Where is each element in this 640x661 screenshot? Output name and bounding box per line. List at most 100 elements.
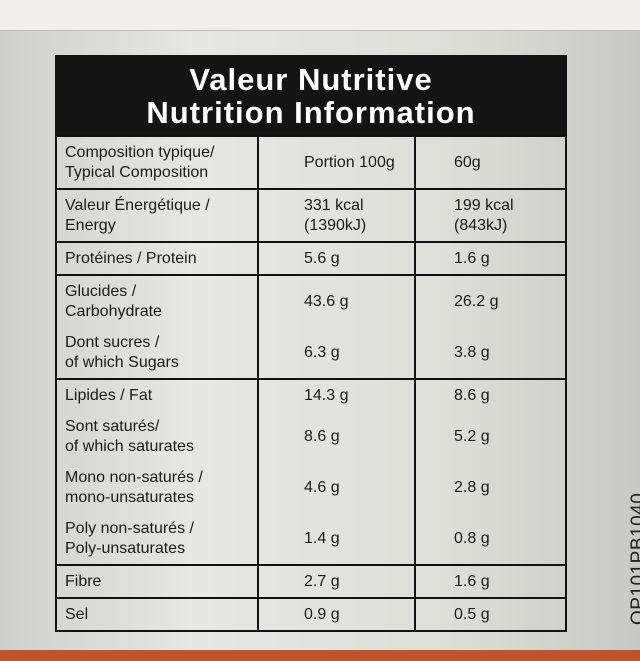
nutrient-value: 1.6 g: [414, 566, 565, 597]
text-line: 331 kcal: [304, 197, 364, 214]
nutrient-value: Portion 100g: [257, 137, 414, 188]
text-line: 8.6 g: [454, 387, 490, 404]
text-line: 4.6 g: [304, 479, 340, 496]
batch-code: OP101PB1040: [628, 492, 640, 625]
label-header: Valeur Nutritive Nutrition Information: [55, 55, 567, 135]
table-row: Dont sucres / of which Sugars 6.3 g 3.8 g: [57, 327, 565, 378]
text-line: Dont sucres /: [65, 334, 160, 351]
nutrient-value: 0.9 g: [257, 599, 414, 630]
nutrient-value: 14.3 g: [257, 380, 414, 411]
text-line: 1.6 g: [454, 250, 490, 267]
table-section: Composition typique/Typical Composition P…: [57, 135, 565, 188]
text-line: Poly non-saturés /: [65, 520, 194, 537]
nutrient-value: 0.5 g: [414, 599, 565, 630]
text-line: 60g: [454, 154, 481, 171]
text-line: Sel: [65, 606, 89, 623]
text-line: 5.2 g: [454, 428, 490, 445]
title-line: Valeur Nutritive: [189, 62, 433, 97]
nutrient-label: Composition typique/Typical Composition: [57, 137, 257, 188]
text-line: 43.6 g: [304, 293, 349, 310]
table-section: Lipides / Fat 14.3 g 8.6 g Sont saturés/of …: [57, 378, 565, 564]
nutrient-label: Glucides / Carbohydrate: [57, 276, 257, 327]
text-line: 0.5 g: [454, 606, 490, 623]
table-row: Glucides / Carbohydrate 43.6 g 26.2 g: [57, 276, 565, 327]
text-line: 8.6 g: [304, 428, 340, 445]
text-line: 2.8 g: [454, 479, 490, 496]
nutrient-value: 199 kcal (843kJ): [414, 190, 565, 241]
text-line: Portion 100g: [304, 154, 395, 171]
text-line: mono-unsaturates: [65, 489, 194, 506]
nutrient-value: 1.4 g: [257, 513, 414, 564]
text-line: Carbohydrate: [65, 303, 162, 320]
text-line: 2.7 g: [304, 573, 340, 590]
text-line: Protéines / Protein: [65, 250, 197, 267]
table-section: Fibre 2.7 g 1.6 g: [57, 564, 565, 597]
text-line: 0.8 g: [454, 530, 490, 547]
text-line: Composition typique/: [65, 144, 215, 161]
table-row: Mono non-saturés / mono-unsaturates 4.6 g 2…: [57, 462, 565, 513]
text-line: 1.4 g: [304, 530, 340, 547]
nutrient-value: 6.3 g: [257, 327, 414, 378]
text-line: (1390kJ): [304, 217, 367, 234]
text-line: 5.6 g: [304, 250, 340, 267]
text-line: 0.9 g: [304, 606, 340, 623]
table-row: Protéines / Protein 5.6 g 1.6 g: [57, 243, 565, 274]
nutrient-label: Poly non-saturés / Poly-unsaturates: [57, 513, 257, 564]
table-section: Protéines / Protein 5.6 g 1.6 g: [57, 241, 565, 274]
text-line: Fibre: [65, 573, 102, 590]
package-edge: [0, 650, 640, 661]
text-line: 3.8 g: [454, 344, 490, 361]
text-line: Mono non-saturés /: [65, 469, 203, 486]
text-line: Poly-unsaturates: [65, 540, 186, 557]
nutrient-label: Dont sucres / of which Sugars: [57, 327, 257, 378]
nutrient-label: Sont saturés/of which saturates: [57, 411, 257, 462]
nutrient-value: 8.6 g: [257, 411, 414, 462]
text-line: Sont saturés/: [65, 418, 160, 435]
nutrient-label: Mono non-saturés / mono-unsaturates: [57, 462, 257, 513]
text-line: Typical Composition: [65, 164, 209, 181]
text-line: (843kJ): [454, 217, 508, 234]
nutrition-table: Composition typique/Typical Composition P…: [55, 135, 567, 632]
text-line: of which saturates: [65, 438, 194, 455]
text-line: 14.3 g: [304, 387, 349, 404]
nutrient-value: 4.6 g: [257, 462, 414, 513]
nutrient-value: 2.7 g: [257, 566, 414, 597]
nutrient-value: 1.6 g: [414, 243, 565, 274]
text-line: Valeur Énergétique /: [65, 197, 210, 214]
nutrient-label: Protéines / Protein: [57, 243, 257, 274]
table-section: Sel 0.9 g 0.5 g: [57, 597, 565, 630]
text-line: of which Sugars: [65, 354, 179, 371]
text-line: 1.6 g: [454, 573, 490, 590]
nutrient-label: Valeur Énergétique / Energy: [57, 190, 257, 241]
nutrient-value: 5.6 g: [257, 243, 414, 274]
nutrient-value: 3.8 g: [414, 327, 565, 378]
table-row: Poly non-saturés / Poly-unsaturates 1.4 g 0…: [57, 513, 565, 564]
text-line: Energy: [65, 217, 116, 234]
nutrient-label: Sel: [57, 599, 257, 630]
table-row: Lipides / Fat 14.3 g 8.6 g: [57, 380, 565, 411]
table-row: Sel 0.9 g 0.5 g: [57, 599, 565, 630]
nutrient-value: 8.6 g: [414, 380, 565, 411]
text-line: Glucides /: [65, 283, 137, 300]
title-line: Nutrition Information: [146, 95, 476, 130]
nutrient-value: 26.2 g: [414, 276, 565, 327]
package-edge: [0, 0, 640, 31]
table-row: Sont saturés/of which saturates 8.6 g 5.2 …: [57, 411, 565, 462]
table-section: Valeur Énergétique / Energy 331 kcal (1390k…: [57, 188, 565, 241]
table-row: Valeur Énergétique / Energy 331 kcal (1390k…: [57, 190, 565, 241]
table-section: Glucides / Carbohydrate 43.6 g 26.2 g Dont s…: [57, 274, 565, 378]
nutrient-value: 2.8 g: [414, 462, 565, 513]
text-line: 6.3 g: [304, 344, 340, 361]
nutrient-value: 5.2 g: [414, 411, 565, 462]
table-row: Fibre 2.7 g 1.6 g: [57, 566, 565, 597]
nutrient-value: 0.8 g: [414, 513, 565, 564]
nutrient-value: 43.6 g: [257, 276, 414, 327]
nutrient-label: Fibre: [57, 566, 257, 597]
nutrient-value: 331 kcal (1390kJ): [257, 190, 414, 241]
nutrient-label: Lipides / Fat: [57, 380, 257, 411]
text-line: Lipides / Fat: [65, 387, 153, 404]
nutrient-value: 60g: [414, 137, 565, 188]
table-row: Composition typique/Typical Composition P…: [57, 137, 565, 188]
text-line: 26.2 g: [454, 293, 499, 310]
